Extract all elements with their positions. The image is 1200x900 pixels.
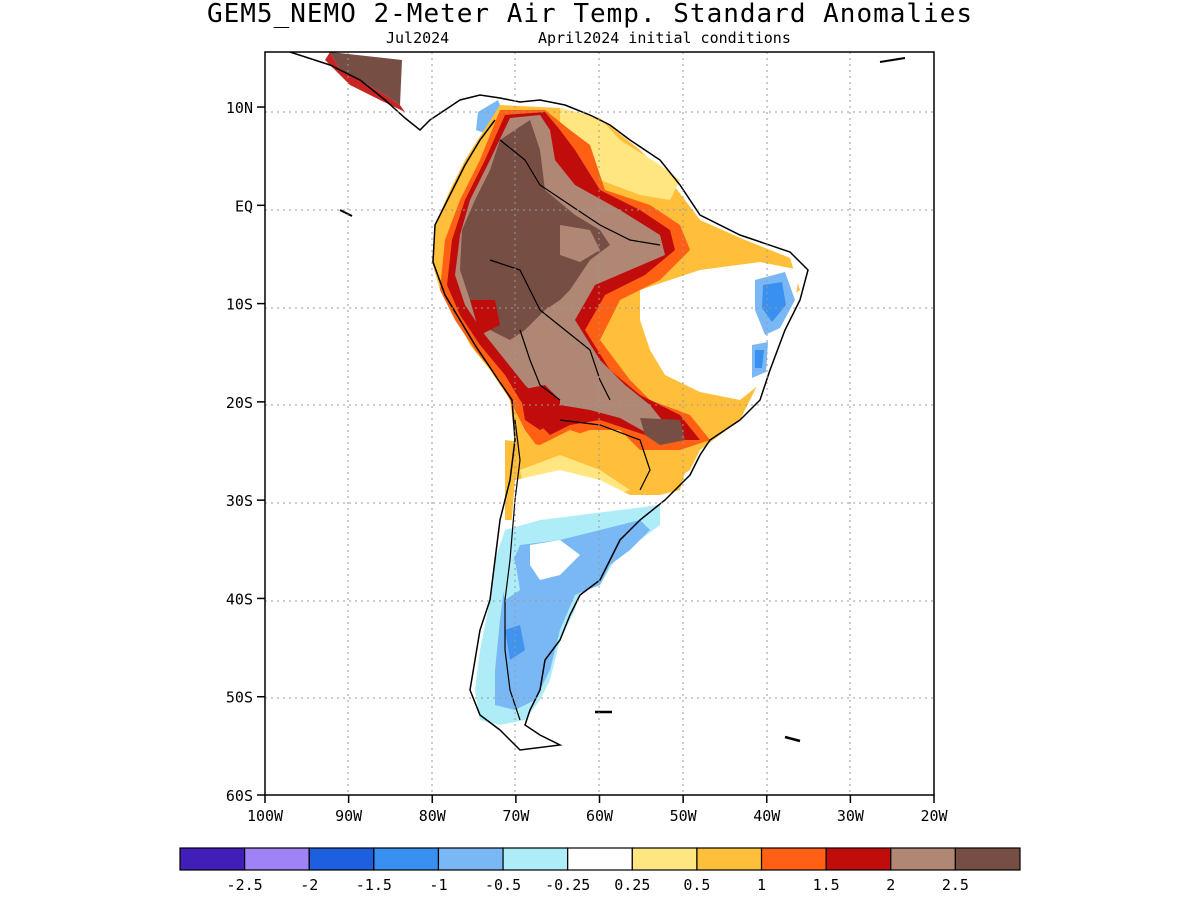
colorbar-swatch (954, 847, 1021, 871)
national-borders (489, 139, 661, 721)
colorbar-label: 1.5 (813, 876, 840, 894)
colorbar-label: 2.5 (942, 876, 969, 894)
lon-tick-label: 90W (335, 807, 363, 825)
lon-tick-label: 20W (920, 807, 948, 825)
map-title: GEM5_NEMO 2-Meter Air Temp. Standard Ano… (206, 0, 974, 29)
lat-tick-label: 10S (226, 296, 253, 314)
initial-conditions: April2024 initial conditions (538, 29, 791, 47)
colorbar-label: -2.5 (227, 876, 263, 894)
colorbar-swatch (696, 847, 763, 871)
colorbar-label: -1 (429, 876, 447, 894)
colorbar-swatch (502, 847, 569, 871)
lat-tick-label: 50S (226, 689, 253, 707)
lon-tick-label: 80W (419, 807, 447, 825)
map-area (265, 52, 934, 795)
anomaly-fields (325, 52, 800, 725)
colorbar-label: 1 (757, 876, 766, 894)
colorbar-label: -2 (300, 876, 318, 894)
colorbar-swatch (373, 847, 440, 871)
longitude-axis: 100W 90W 80W 70W 60W 50W 40W 30W 20W (247, 795, 949, 825)
lat-tick-label: 10N (226, 99, 253, 117)
colorbar-swatch (631, 847, 698, 871)
lon-tick-label: 70W (502, 807, 530, 825)
colorbar-swatch (244, 847, 310, 871)
lat-tick-label: EQ (235, 197, 253, 215)
colorbar-label: -1.5 (356, 876, 392, 894)
colorbar-label: 0.5 (683, 876, 710, 894)
lat-tick-label: 30S (226, 492, 253, 510)
colorbar-swatch (825, 847, 892, 871)
lon-tick-label: 40W (753, 807, 781, 825)
colorbar-swatch (760, 847, 827, 871)
lon-tick-label: 60W (586, 807, 614, 825)
colorbar-label: -0.5 (485, 876, 521, 894)
lon-tick-label: 100W (247, 807, 284, 825)
colorbar-label: -0.25 (545, 876, 590, 894)
lon-tick-label: 50W (670, 807, 698, 825)
lon-tick-label: 30W (837, 807, 865, 825)
lat-tick-label: 60S (226, 787, 253, 805)
colorbar-label: 0.25 (614, 876, 650, 894)
forecast-month: Jul2024 (386, 29, 450, 47)
colorbar-swatch (308, 847, 375, 871)
colorbar-label: 2 (886, 876, 895, 894)
lat-tick-label: 20S (226, 394, 253, 412)
colorbar-legend: -2.5 -2 -1.5 -1 -0.5 -0.25 0.25 0.5 1 1.5 2 2.5 (179, 847, 1021, 894)
colorbar-swatch (890, 847, 956, 871)
colorbar-swatch (437, 847, 504, 871)
coastlines (289, 52, 906, 751)
colorbar-swatch (179, 847, 246, 871)
colorbar-swatch (567, 847, 633, 871)
grid-lines (265, 52, 934, 795)
central-america-warm-anomaly (330, 52, 402, 105)
latitude-axis: 10N EQ 10S 20S 30S 40S 50S 60S (226, 99, 265, 805)
lat-tick-label: 40S (226, 590, 253, 608)
